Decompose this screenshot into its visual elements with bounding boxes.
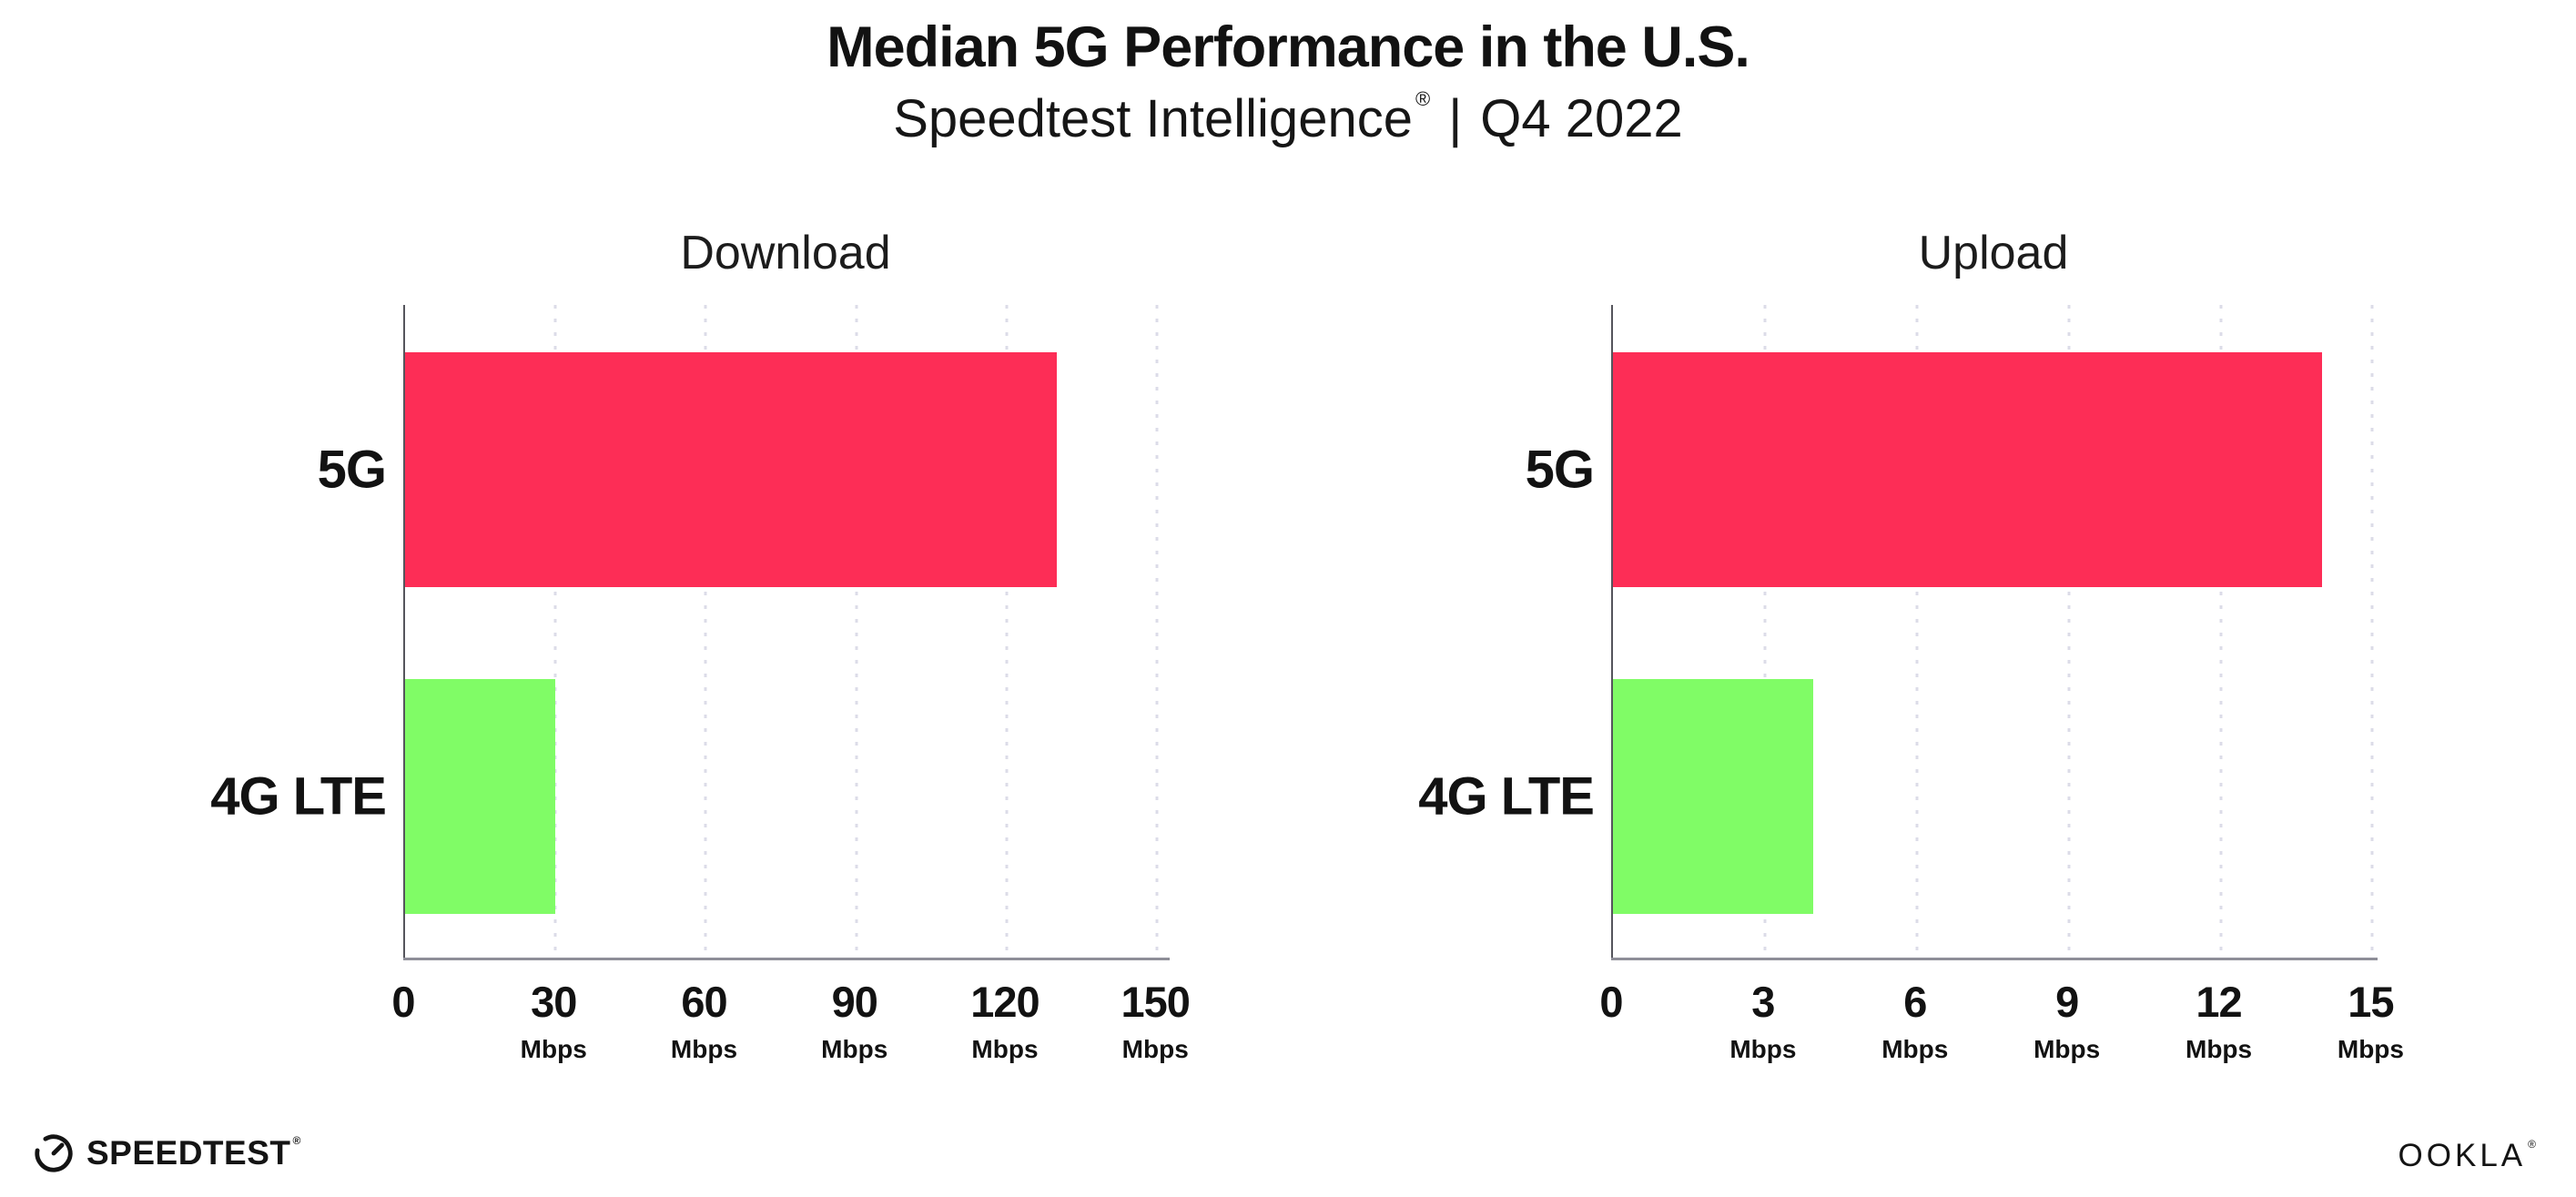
category-label: 4G LTE <box>1418 766 1595 827</box>
x-tick-value: 15 <box>2348 978 2394 1026</box>
x-tick: 120 Mbps <box>970 978 1040 1064</box>
x-tick-unit: Mbps <box>520 1035 587 1064</box>
chart-download: Download 5G 4G LTE 0 30 Mbps 60 Mbps 90 Mbps 120… <box>0 218 1191 1092</box>
x-axis <box>1611 958 2378 960</box>
bar-5g <box>1613 352 2322 587</box>
gridline <box>1763 305 1767 959</box>
gridline <box>2067 305 2071 959</box>
x-tick-unit: Mbps <box>2185 1035 2253 1064</box>
plot-area <box>1611 305 2378 960</box>
x-tick-unit: Mbps <box>1121 1035 1189 1064</box>
x-tick-value: 0 <box>391 978 415 1026</box>
x-tick-value: 0 <box>1599 978 1623 1026</box>
x-tick: 60 Mbps <box>671 979 737 1064</box>
x-tick-value: 12 <box>2196 978 2242 1026</box>
chart-title: Download <box>680 227 891 279</box>
x-tick: 0 <box>391 978 415 1026</box>
chart-title: Upload <box>1918 227 2069 279</box>
ookla-logo-text: OOKLA <box>2398 1138 2527 1173</box>
gridline <box>704 305 707 959</box>
gridline <box>1155 305 1159 959</box>
gridline <box>855 305 858 959</box>
plot-area <box>403 305 1170 960</box>
category-labels: 5G 4G LTE <box>0 305 387 959</box>
x-tick: 12 Mbps <box>2186 979 2252 1064</box>
speedtest-gauge-icon <box>33 1132 75 1174</box>
registered-trademark-symbol: ® <box>292 1134 301 1147</box>
x-tick-value: 30 <box>531 978 577 1026</box>
x-axis-labels: 0 3 Mbps 6 Mbps 9 Mbps 12 Mbps 15 Mbps <box>1599 979 2404 1092</box>
page-subtitle: Speedtest Intelligence ® | Q4 2022 <box>0 87 2576 149</box>
gridline <box>2370 305 2374 959</box>
x-tick: 90 Mbps <box>821 979 887 1064</box>
x-tick: 30 Mbps <box>521 979 587 1064</box>
x-tick-unit: Mbps <box>670 1035 738 1064</box>
x-tick-value: 150 <box>1121 978 1191 1026</box>
x-tick: 15 Mbps <box>2338 979 2404 1064</box>
x-tick-unit: Mbps <box>2033 1035 2101 1064</box>
x-tick-value: 60 <box>681 978 727 1026</box>
chart-upload: Upload 5G 4G LTE 0 3 Mbps 6 Mbps 9 Mbps 12 Mbps 15… <box>1208 218 2404 1092</box>
ookla-logo: OOKLA ® <box>2399 1138 2540 1174</box>
subtitle-divider: | <box>1448 89 1463 148</box>
x-tick-unit: Mbps <box>1881 1035 1949 1064</box>
x-tick-value: 90 <box>831 978 878 1026</box>
bar-4g-lte <box>1613 679 1813 914</box>
gridline <box>1915 305 1919 959</box>
x-tick-unit: Mbps <box>821 1035 888 1064</box>
x-tick-unit: Mbps <box>1729 1035 1797 1064</box>
gridline <box>553 305 557 959</box>
speedtest-logo: SPEEDTEST ® <box>33 1132 301 1174</box>
x-tick: 150 Mbps <box>1121 978 1191 1064</box>
x-tick-unit: Mbps <box>2337 1035 2404 1064</box>
category-label: 5G <box>1525 440 1595 500</box>
x-tick: 0 <box>1599 978 1623 1026</box>
category-label: 5G <box>317 440 387 500</box>
subtitle-brand: Speedtest Intelligence <box>893 89 1413 148</box>
bar-5g <box>405 352 1058 587</box>
x-axis <box>403 958 1170 960</box>
registered-trademark-symbol: ® <box>1415 87 1431 110</box>
category-label: 4G LTE <box>210 766 387 827</box>
category-labels: 5G 4G LTE <box>1208 305 1595 959</box>
gridline <box>2219 305 2223 959</box>
x-tick: 6 Mbps <box>1881 979 1948 1064</box>
page-title: Median 5G Performance in the U.S. <box>827 15 1750 79</box>
speedtest-logo-text: SPEEDTEST ® <box>86 1134 301 1172</box>
x-tick: 9 Mbps <box>2033 979 2100 1064</box>
x-tick-value: 120 <box>970 978 1040 1026</box>
x-tick: 3 Mbps <box>1729 979 1796 1064</box>
x-tick-value: 9 <box>2055 978 2079 1026</box>
x-axis-labels: 0 30 Mbps 60 Mbps 90 Mbps 120 Mbps 150 Mbps <box>391 978 1191 1092</box>
bar-4g-lte <box>405 679 556 914</box>
registered-trademark-symbol: ® <box>2528 1138 2540 1151</box>
x-tick-value: 6 <box>1903 978 1927 1026</box>
x-tick-unit: Mbps <box>971 1035 1039 1064</box>
x-tick-value: 3 <box>1751 978 1775 1026</box>
subtitle-period: Q4 2022 <box>1480 89 1683 148</box>
gridline <box>1005 305 1009 959</box>
